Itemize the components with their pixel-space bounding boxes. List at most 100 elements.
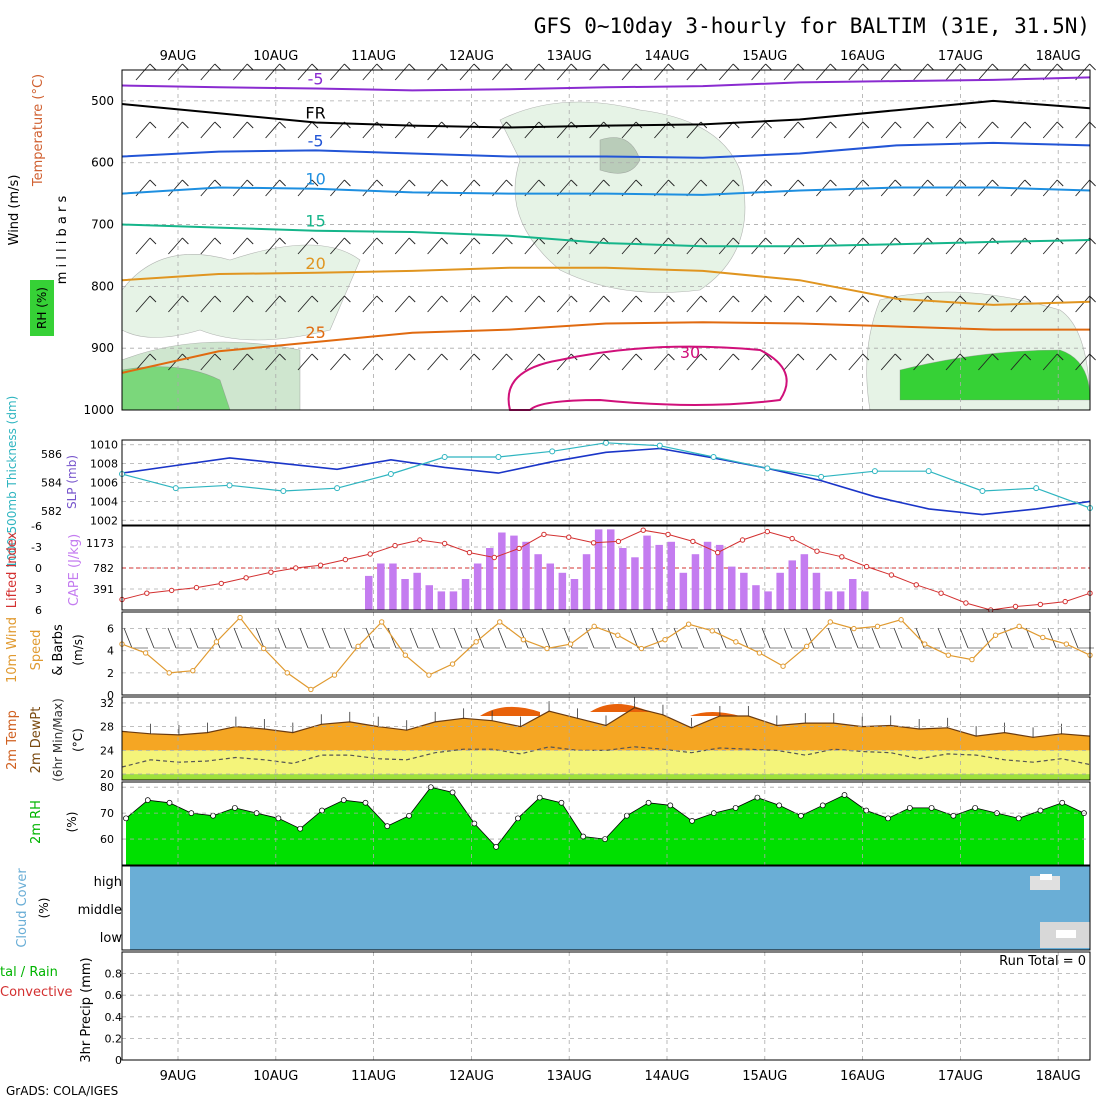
rh2m-marker <box>906 805 913 811</box>
wind-barb <box>524 121 540 139</box>
wind-barb-flag <box>408 237 416 245</box>
wind-barb <box>232 121 248 139</box>
li-tick-label: 6 <box>35 604 42 617</box>
thickness-tick-label: 582 <box>41 505 62 518</box>
wind-marker <box>803 643 810 650</box>
wind-barb <box>362 353 378 371</box>
wind-barb-flag <box>376 237 384 245</box>
wind-barb <box>265 121 280 139</box>
wind-barb <box>913 295 928 313</box>
wind-barb <box>459 353 475 371</box>
ylabel-temp2m: 2m Temp <box>5 710 20 770</box>
wind-barb <box>978 237 993 255</box>
ylabel-cloud: Cloud Cover <box>15 868 30 948</box>
rh2m-marker <box>972 805 978 811</box>
wind-barb-flag <box>927 179 934 187</box>
wind-barb <box>362 237 378 255</box>
thickness-marker <box>979 488 986 494</box>
wind-barb <box>200 295 216 313</box>
cape-bar <box>619 548 627 610</box>
wind-barb <box>945 237 961 255</box>
wind-barb <box>232 353 248 371</box>
top-day-label: 18AUG <box>1036 49 1081 64</box>
wind-barb <box>297 237 313 255</box>
rh2m-tick-label: 60 <box>100 833 114 846</box>
wind-marker <box>567 641 574 647</box>
wind-barb-flag <box>344 295 351 303</box>
thickness-marker <box>603 439 609 446</box>
wind-barb <box>330 179 345 197</box>
wind-barb-flag <box>408 295 416 303</box>
wind-barb <box>321 627 331 649</box>
wind-barb-flag <box>700 179 708 187</box>
wind-barb <box>330 353 345 371</box>
li-marker <box>193 584 200 591</box>
ylabel-dewpt: 2m DewPt <box>29 707 44 774</box>
cape-frame <box>121 525 1091 611</box>
rh2m-marker <box>623 812 630 819</box>
ylabel-li: Lifted Index <box>5 531 20 608</box>
wind-barb <box>816 179 831 197</box>
wind-barb <box>167 627 177 649</box>
wind-barb-flag <box>408 179 416 187</box>
rh-shade <box>599 137 641 174</box>
top-day-label: 12AUG <box>449 49 494 64</box>
li-marker <box>814 548 820 554</box>
wind-marker <box>851 625 857 632</box>
slp-tick-label: 1010 <box>90 439 118 452</box>
li-marker <box>441 540 448 547</box>
wind-barb <box>651 627 661 649</box>
wind-barb-flag <box>441 295 448 303</box>
wind-marker <box>733 639 739 645</box>
top-day-label: 11AUG <box>351 49 396 64</box>
cape-bar <box>776 572 784 610</box>
wind-barb-flag <box>765 237 772 245</box>
wind-marker <box>520 636 527 643</box>
wind-barb <box>589 63 604 81</box>
wind-barb <box>330 121 345 139</box>
wind-barb <box>783 121 799 139</box>
isotherm-label: -5 <box>308 70 324 89</box>
wind-marker <box>237 614 243 621</box>
wind-barb-flag <box>765 121 772 129</box>
wind-barb-flag <box>992 63 999 71</box>
wind-barb <box>394 179 410 197</box>
wind-barb <box>621 237 637 255</box>
cape-bar <box>728 566 736 610</box>
cape-bar <box>812 572 821 610</box>
isotherm-line <box>121 266 1091 306</box>
wind-barb <box>556 295 572 313</box>
bottom-day-label: 18AUG <box>1036 1069 1081 1084</box>
li-marker <box>491 554 498 561</box>
wind-barb <box>654 63 669 81</box>
bottom-day-label: 15AUG <box>742 1069 787 1084</box>
rh2m-marker <box>863 807 870 814</box>
wind-barb-flag <box>992 295 999 303</box>
ylabel-rh: RH (%) <box>35 287 49 329</box>
wind-barb-flag <box>603 353 610 361</box>
wind-barb <box>145 627 155 649</box>
wind-barb <box>524 353 540 371</box>
wind-barb <box>761 627 771 649</box>
wind-tick-label: 0 <box>107 689 114 702</box>
wind-barb <box>686 295 702 313</box>
wind-barb-flag <box>894 121 902 129</box>
wind-marker <box>402 652 409 658</box>
wind-barb-flag <box>214 353 222 361</box>
wind-barb-flag <box>149 63 157 71</box>
top-day-label: 16AUG <box>840 49 885 64</box>
thickness-marker <box>280 488 287 494</box>
wind-barb-flag <box>279 353 286 361</box>
rh2m-marker <box>950 812 957 819</box>
wind-barb <box>135 121 151 139</box>
wind-barb <box>1075 179 1090 197</box>
wind-barb <box>848 353 864 371</box>
wind-barb-flag <box>182 179 189 187</box>
bottom-day-label: 11AUG <box>351 1069 396 1084</box>
rh2m-marker <box>493 843 499 850</box>
wind-barb-flag <box>149 353 157 361</box>
wind-barb-flag <box>311 237 319 245</box>
wind-barb <box>362 295 378 313</box>
wind-barb-flag <box>700 63 708 71</box>
